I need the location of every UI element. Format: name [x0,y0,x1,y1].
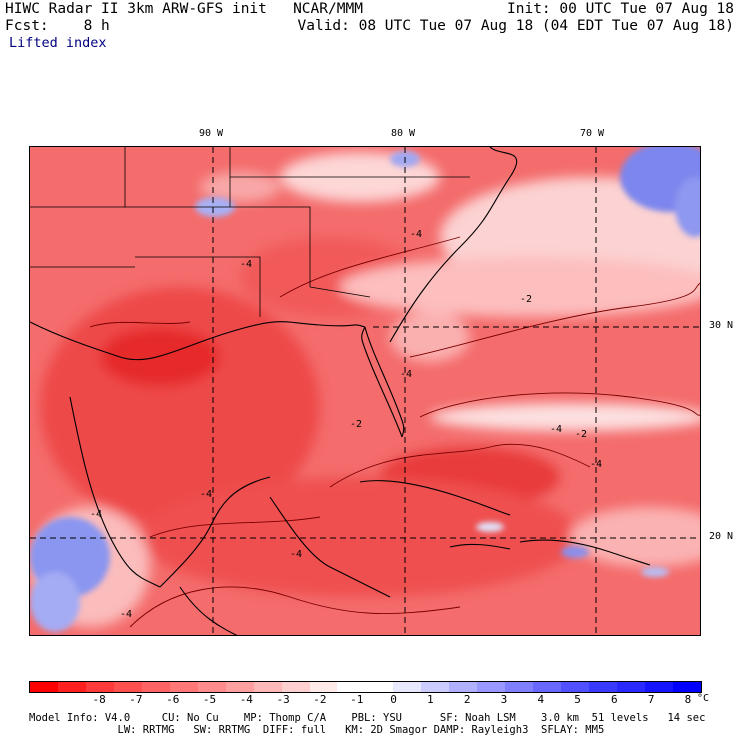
contour-label: -4 [590,459,602,470]
model-info-line2: LW: RRTMG SW: RRTMG DIFF: full KM: 2D Sm… [29,724,605,736]
colorbar-swatch [337,682,366,692]
contour-label: -2 [520,294,532,305]
colorbar-swatch [169,682,198,692]
colorbar-tick-label: -6 [166,693,180,706]
contour-label: -4 [120,609,132,620]
contour-label: -4 [90,509,102,520]
colorbar-tick-label: 2 [463,693,471,706]
colorbar-swatch [561,682,590,692]
colorbar-tick-label: 3 [500,693,508,706]
colorbar-swatch [533,682,562,692]
colorbar-tick-label: 0 [390,693,397,706]
colorbar-unit: °C [697,693,710,704]
colorbar [29,681,702,693]
colorbar-swatch [281,682,310,692]
colorbar-tick-label: 4 [537,693,545,706]
colorbar-swatch [85,682,114,692]
lat-label-30n: 30 N [709,320,734,331]
lon-label-70w: 70 W [580,128,605,139]
colorbar-swatch [30,682,58,692]
contour-label: -4 [400,369,412,380]
colorbar-tick-label: 1 [427,693,434,706]
colorbar-swatch [309,682,338,692]
colorbar-swatch [589,682,618,692]
colorbar-swatch [225,682,254,692]
colorbar-tick-label: 8 [684,693,692,706]
title-left: HIWC Radar II 3km ARW-GFS init NCAR/MMM [5,1,363,17]
lifted-index-map: -4 -4 -4 -4 -4 -2 -2 -4 -4 -4 -2 -4 [30,147,700,635]
colorbar-tick-label: -7 [129,693,143,706]
colorbar-labels: -8 -7 -6 -5 -4 -3 -2 -1 0 1 2 3 4 5 6 7 8 [29,693,702,707]
lon-label-90w: 90 W [199,128,224,139]
colorbar-tick-label: -3 [276,693,290,706]
colorbar-tick-label: -8 [92,693,106,706]
valid-time: Valid: 08 UTC Tue 07 Aug 18 (04 EDT Tue … [297,18,735,34]
colorbar-tick-label: -1 [350,693,364,706]
colorbar-tick-label: 6 [611,693,618,706]
forecast-hour: Fcst: 8 h [5,18,110,34]
colorbar-swatch [477,682,506,692]
contour-label: -4 [200,489,212,500]
colorbar-swatch [617,682,645,692]
field-name: Lifted index [9,35,107,51]
colorbar-swatch [505,682,534,692]
contour-label: -4 [290,549,302,560]
init-time: Init: 00 UTC Tue 07 Aug 18 [507,1,734,17]
colorbar-swatch [644,682,673,692]
lon-label-80w: 80 W [391,128,416,139]
contour-label: -2 [575,429,587,440]
contour-label: -4 [410,229,422,240]
colorbar-swatch [421,682,450,692]
colorbar-tick-label: -5 [202,693,217,706]
contour-label: -4 [550,424,562,435]
colorbar-swatch [672,682,701,692]
colorbar-swatch [197,682,226,692]
contour-label: -4 [240,259,252,270]
lat-label-20n: 20 N [709,531,734,542]
map-panel: -4 -4 -4 -4 -4 -2 -2 -4 -4 -4 -2 -4 [29,146,701,636]
colorbar-swatch [141,682,170,692]
colorbar-tick-label: 7 [647,693,655,706]
colorbar-swatch [393,682,422,692]
colorbar-tick-label: -2 [313,693,327,706]
colorbar-tick-label: -4 [239,693,253,706]
colorbar-swatch [365,682,394,692]
colorbar-swatch [57,682,86,692]
model-info-line1: Model Info: V4.0 CU: No Cu MP: Thomp C/A… [29,712,706,724]
colorbar-swatch [113,682,142,692]
colorbar-swatch [449,682,478,692]
colorbar-swatch [253,682,282,692]
contour-label: -2 [350,419,362,430]
colorbar-tick-label: 5 [574,693,581,706]
